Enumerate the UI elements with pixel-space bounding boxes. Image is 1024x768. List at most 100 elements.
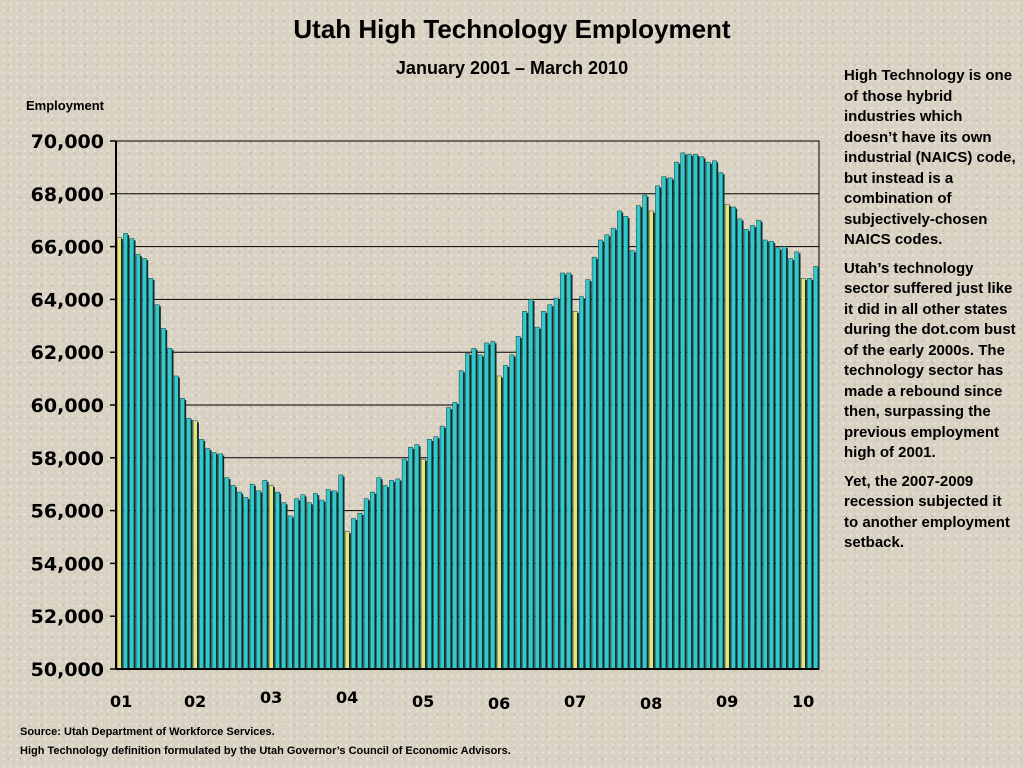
bar [192,420,198,670]
bar [800,278,806,670]
bar [154,304,160,670]
bar [325,489,331,670]
bar [762,239,768,670]
bar [680,152,686,670]
bar [781,246,787,670]
bar [490,341,496,670]
bar [712,160,717,670]
y-tick-label: 50,000 [31,659,104,681]
bar [262,479,268,670]
x-tick-label: 03 [260,688,282,707]
bar [313,493,318,670]
bar [610,227,616,670]
bar [256,490,261,670]
y-tick-label: 60,000 [31,395,104,417]
bar [224,477,230,670]
bar [737,218,743,670]
bar [515,336,521,670]
x-tick-label: 07 [564,692,586,711]
bar [585,279,591,670]
bar [427,439,432,670]
bar [275,491,280,670]
bar [560,272,565,670]
bar [173,375,179,670]
bar [382,485,388,670]
bar [636,205,641,670]
bar [357,512,363,670]
bar [205,448,211,670]
y-tick-label: 68,000 [31,184,104,206]
bar [408,446,413,670]
bar [528,299,534,670]
bar [699,156,705,670]
x-tick-label: 08 [640,694,662,713]
bar [686,153,692,670]
x-tick-label: 01 [110,692,132,711]
bar [553,297,559,670]
definition-note: High Technology definition formulated by… [20,745,511,757]
bar [306,502,312,670]
y-tick-label: 70,000 [31,131,104,153]
y-axis-label: Employment [26,98,105,113]
chart-title: Utah High Technology Employment [293,14,731,44]
bar [439,425,445,670]
y-tick-labels: 50,000 52,000 54,000 56,000 58,000 60,000 62,0… [31,131,104,681]
bar [604,234,610,670]
bar [769,241,774,670]
bar [300,494,306,670]
bar [471,347,477,670]
bar [230,485,236,670]
bar [401,458,407,670]
bar [344,531,350,670]
bar [623,215,629,670]
bar [142,258,147,670]
note-dotcom: Utah’s technology sector suffered just l… [844,259,1016,462]
bar [617,210,622,670]
bar [433,436,439,670]
y-tick-label: 58,000 [31,448,104,470]
chart-area: 50,000 52,000 54,000 56,000 58,000 60,000 62,0… [31,131,820,713]
bar [579,296,584,670]
x-tick-label: 05 [412,692,434,711]
bar [294,498,299,670]
bar [186,417,192,670]
bar [629,250,635,670]
bar [370,491,375,670]
x-tick-label: 10 [792,692,814,711]
x-tick-label: 04 [336,688,358,707]
bar [667,177,673,670]
bar [522,311,527,670]
bar [674,161,679,670]
bar [477,354,483,670]
bar [566,272,572,670]
x-tick-label: 09 [716,692,738,711]
bar [572,311,578,670]
x-tick-label: 02 [184,692,206,711]
bar [743,229,749,670]
bar [116,237,122,670]
bar [642,194,648,670]
bar [123,233,128,670]
bar [281,502,287,670]
bar [458,370,464,670]
bar [452,402,458,670]
bar [363,498,369,670]
bar [319,499,325,670]
bar [718,172,724,670]
bar [648,210,654,670]
bar [465,353,470,670]
bars [116,152,820,670]
bar [129,238,135,670]
bar [794,251,800,670]
bar [756,219,762,670]
bar [199,439,204,670]
bar [249,483,255,670]
bar [237,491,242,670]
bar [503,365,508,670]
bar [693,153,698,670]
bar [180,398,185,670]
bar [211,452,217,670]
y-tick-label: 56,000 [31,501,104,523]
bar [376,477,382,670]
x-tick-labels: 01 02 03 04 05 06 07 08 09 10 [110,688,814,713]
